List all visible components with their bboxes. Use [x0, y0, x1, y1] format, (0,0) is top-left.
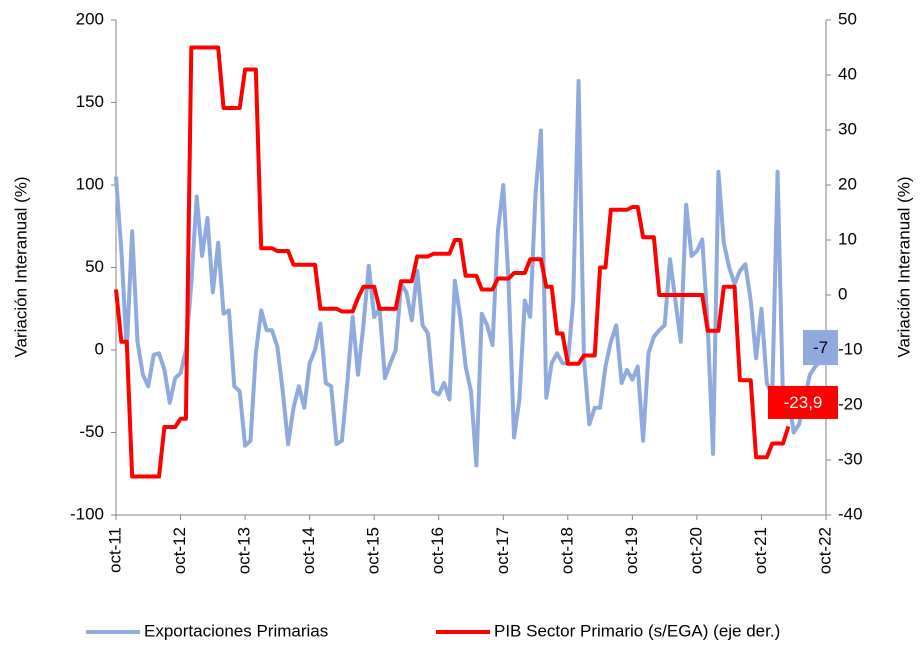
x-tick-label: oct-15 [364, 527, 383, 574]
y2-tick-label: -20 [838, 394, 863, 413]
y-tick-label: 100 [76, 174, 104, 193]
series-line [114, 79, 822, 468]
x-tick-label: oct-18 [557, 527, 576, 574]
y2-tick-label: 50 [838, 9, 857, 28]
series-line [114, 45, 791, 479]
y-tick-label: -100 [70, 504, 104, 523]
y2-tick-label: -10 [838, 339, 863, 358]
y2-tick-label: 10 [838, 229, 857, 248]
y-tick-label: 200 [76, 9, 104, 28]
legend-label: PIB Sector Primario (s/EGA) (eje der.) [494, 621, 780, 640]
y2-tick-label: 30 [838, 119, 857, 138]
data-label-box [768, 385, 838, 419]
y2-tick-label: -30 [838, 449, 863, 468]
x-tick-label: oct-20 [686, 527, 705, 574]
x-tick-label: oct-13 [235, 527, 254, 574]
y2-tick-label: -40 [838, 504, 863, 523]
data-label-box [803, 330, 838, 366]
y-tick-label: -50 [79, 422, 104, 441]
x-tick-label: oct-19 [622, 527, 641, 574]
x-tick-label: oct-16 [428, 527, 447, 574]
x-tick-label: oct-17 [493, 527, 512, 574]
x-tick-label: oct-12 [170, 527, 189, 574]
legend-label: Exportaciones Primarias [144, 621, 328, 640]
y2-tick-label: 0 [838, 284, 847, 303]
x-tick-label: oct-21 [751, 527, 770, 574]
y2-axis-label: Variación Interanual (%) [894, 176, 913, 357]
y-tick-label: 150 [76, 92, 104, 111]
y-tick-label: 0 [95, 339, 104, 358]
data-label: -23,9 [784, 393, 823, 412]
y-axis-label: Variación Interanual (%) [11, 176, 30, 357]
x-tick-label: oct-22 [815, 527, 834, 574]
x-tick-label: oct-11 [105, 527, 124, 573]
y2-tick-label: 20 [838, 174, 857, 193]
y-tick-label: 50 [85, 257, 104, 276]
data-label: -7 [813, 338, 828, 357]
x-tick-label: oct-14 [299, 527, 318, 574]
y2-tick-label: 40 [838, 64, 857, 83]
